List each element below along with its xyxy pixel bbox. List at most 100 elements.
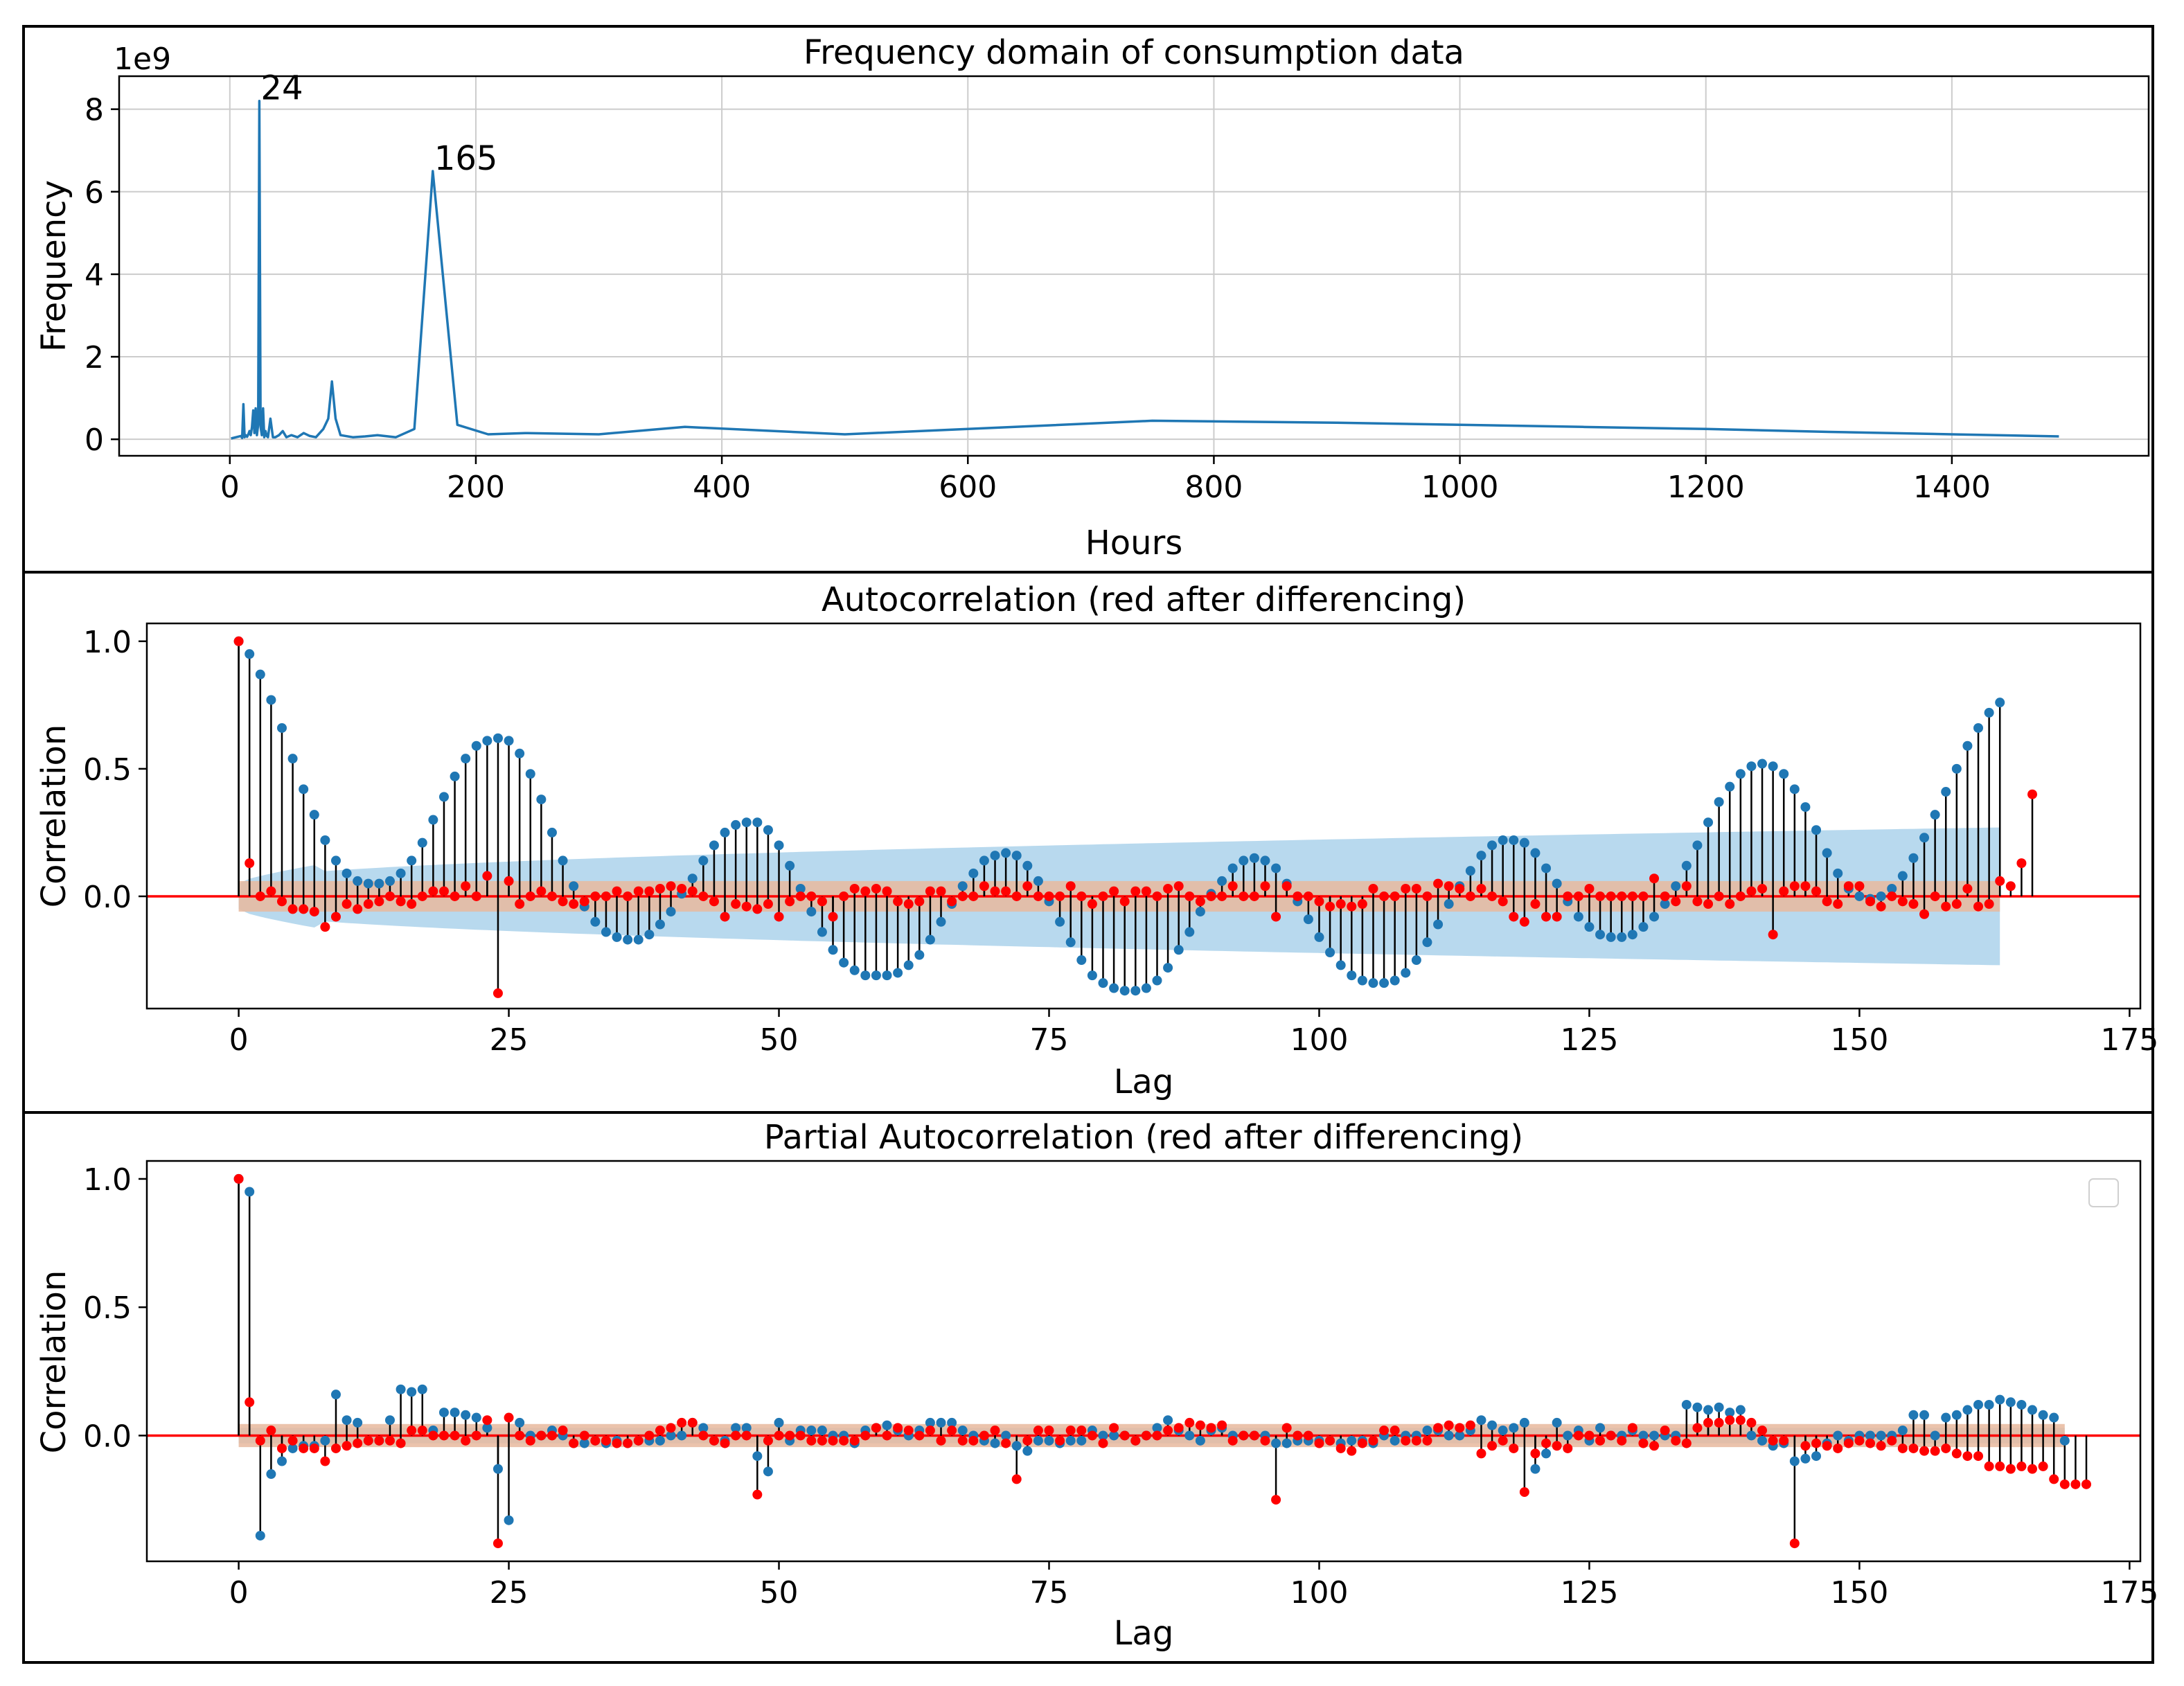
- pacf-blue-marker: [1152, 1423, 1162, 1433]
- acf-blue-marker: [1941, 787, 1951, 797]
- acf-blue-marker: [1401, 968, 1411, 978]
- pacf-red-marker: [341, 1441, 352, 1451]
- pacf-red-marker: [515, 1430, 525, 1441]
- acf-red-marker: [687, 886, 698, 896]
- acf-blue-marker: [1001, 848, 1011, 858]
- pacf-red-marker: [1671, 1435, 1681, 1446]
- acf-red-marker: [1325, 901, 1335, 912]
- frequency-line: [231, 99, 2059, 440]
- acf-blue-marker: [601, 927, 611, 937]
- pacf-x-tick-label: 125: [1560, 1575, 1618, 1610]
- acf-red-marker: [1044, 891, 1054, 901]
- pacf-red-marker: [612, 1438, 622, 1448]
- acf-x-tick-label: 100: [1290, 1022, 1348, 1058]
- acf-red-marker: [396, 896, 406, 907]
- frequency-y-offset: 1e9: [114, 42, 171, 77]
- pacf-blue-marker: [1757, 1435, 1768, 1446]
- pacf-red-marker: [785, 1430, 795, 1441]
- pacf-blue-marker: [1011, 1441, 1022, 1451]
- pacf-red-marker: [1325, 1435, 1335, 1446]
- pacf-red-marker: [1681, 1438, 1692, 1448]
- pacf-red-marker: [1281, 1423, 1292, 1433]
- acf-red-marker: [1455, 883, 1465, 894]
- pacf-red-marker: [1541, 1438, 1552, 1448]
- pacf-blue-marker: [330, 1390, 341, 1400]
- pacf-red-marker: [2059, 1479, 2070, 1489]
- pacf-red-marker: [384, 1435, 395, 1446]
- pacf-blue-marker: [504, 1515, 514, 1525]
- acf-blue-marker: [1638, 922, 1649, 932]
- acf-x-tick-label: 0: [229, 1022, 249, 1058]
- acf-blue-marker: [1422, 937, 1432, 948]
- acf-red-marker: [893, 896, 903, 907]
- acf-red-marker: [1239, 891, 1249, 901]
- frequency-gridlines: [119, 76, 2149, 456]
- acf-red-marker: [1379, 891, 1390, 901]
- pacf-x-label: Lag: [1114, 1614, 1174, 1653]
- acf-red-marker: [1897, 896, 1908, 907]
- acf-blue-marker: [1768, 761, 1778, 772]
- pacf-red-marker: [1843, 1438, 1854, 1448]
- pacf-blue-marker: [947, 1417, 957, 1428]
- acf-blue-marker: [1173, 945, 1184, 955]
- pacf-x-tick-label: 75: [1030, 1575, 1069, 1610]
- pacf-x-tick-label: 100: [1290, 1575, 1348, 1610]
- acf-blue-marker: [299, 784, 309, 795]
- pacf-red-marker: [1638, 1438, 1649, 1448]
- acf-red-marker: [1671, 896, 1681, 907]
- acf-blue-marker: [255, 669, 265, 680]
- pacf-red-marker: [1055, 1435, 1065, 1446]
- acf-blue-marker: [709, 840, 719, 851]
- pacf-blue-marker: [1563, 1430, 1573, 1441]
- acf-red-marker: [1908, 899, 1919, 909]
- acf-blue-marker: [276, 722, 287, 733]
- acf-red-marker: [1552, 912, 1562, 922]
- pacf-red-marker: [1206, 1423, 1216, 1433]
- frequency-x-label: Hours: [1085, 524, 1183, 562]
- pacf-red-marker: [1163, 1426, 1173, 1436]
- acf-blue-marker: [752, 817, 763, 828]
- pacf-red-marker: [374, 1435, 384, 1446]
- pacf-red-marker: [1984, 1461, 1994, 1471]
- pacf-blue-marker: [698, 1423, 709, 1433]
- pacf-red-marker: [1368, 1435, 1378, 1446]
- pacf-red-marker: [1649, 1441, 1660, 1451]
- pacf-plot-area: [145, 1160, 2142, 1563]
- pacf-red-marker: [1973, 1451, 1984, 1462]
- frequency-chart-title: Frequency domain of consumption data: [804, 33, 1464, 72]
- pacf-red-marker: [860, 1430, 871, 1441]
- acf-red-marker: [341, 899, 352, 909]
- acf-blue-marker: [374, 878, 384, 889]
- pacf-red-marker: [1087, 1430, 1097, 1441]
- pacf-y-label: Correlation: [35, 1270, 73, 1454]
- pacf-blue-marker: [1552, 1417, 1562, 1428]
- pacf-red-marker: [1725, 1415, 1735, 1426]
- acf-red-marker: [763, 899, 773, 909]
- acf-red-marker: [1541, 912, 1552, 922]
- acf-red-marker: [1087, 899, 1097, 909]
- pacf-blue-marker: [1076, 1435, 1087, 1446]
- pacf-red-marker: [1779, 1435, 1789, 1446]
- pacf-red-marker: [1476, 1448, 1486, 1459]
- acf-red-marker: [245, 858, 255, 869]
- pacf-blue-marker: [1519, 1417, 1529, 1428]
- pacf-blue-marker: [817, 1426, 827, 1436]
- acf-red-marker: [330, 912, 341, 922]
- pacf-red-marker: [1627, 1423, 1637, 1433]
- acf-blue-marker: [1887, 883, 1897, 894]
- acf-red-marker: [731, 899, 741, 909]
- pacf-red-marker: [287, 1435, 298, 1446]
- pacf-blue-marker: [417, 1384, 427, 1394]
- acf-red-marker: [1347, 901, 1357, 912]
- pacf-red-marker: [1584, 1430, 1595, 1441]
- pacf-red-marker: [1347, 1446, 1357, 1456]
- acf-blue-marker: [882, 970, 892, 981]
- acf-red-marker: [363, 899, 373, 909]
- pacf-y-tick-label: 0.0: [83, 1419, 132, 1454]
- frequency-x-tick-label: 0: [220, 470, 240, 505]
- pacf-blue-marker: [774, 1417, 784, 1428]
- acf-blue-marker: [698, 855, 709, 866]
- pacf-red-marker: [461, 1435, 471, 1446]
- acf-red-marker: [287, 904, 298, 914]
